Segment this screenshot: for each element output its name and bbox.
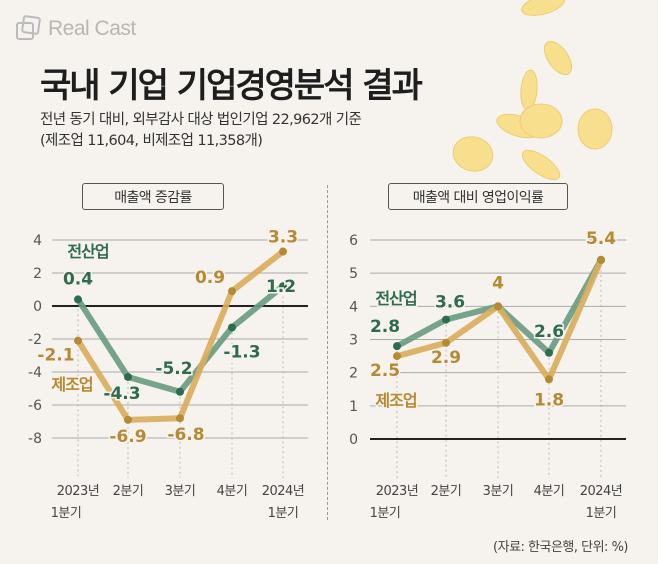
data-label: -4.3 [103,384,140,404]
data-label: 5.4 [586,229,616,249]
brand-name: Real Cast [48,17,136,40]
data-point [228,287,236,296]
chart-title-operating-margin: 매출액 대비 영업이익률 [388,183,568,210]
data-point [176,414,184,423]
data-label: 0.4 [63,269,93,289]
x-tick-label: 2023년 [57,484,100,499]
data-point [74,336,82,345]
logo-icon [16,15,41,40]
x-tick-label: 2분기 [113,484,144,499]
y-tick-label: 0 [33,299,42,315]
series-name-label: 전산업 [375,289,416,308]
data-point [228,323,236,332]
chart-title-sales-growth: 매출액 증감률 [82,183,224,210]
y-tick-label: 4 [33,233,42,249]
data-label: 1.2 [266,277,296,297]
y-tick-label: -4 [28,365,42,381]
x-tick-label: 1분기 [586,506,617,521]
data-label: 3.3 [268,228,298,248]
y-tick-label: 2 [33,266,42,282]
data-label: -2.1 [37,346,74,366]
y-tick-label: -6 [28,398,42,414]
data-point [597,255,605,264]
coins-decoration [452,0,613,181]
y-tick-label: 3 [349,333,358,349]
y-tick-label: 2 [349,366,358,382]
data-label: -1.3 [223,342,260,362]
x-tick-label: 3분기 [165,484,196,499]
data-point [176,387,184,396]
x-tick-label: 4분기 [217,484,248,499]
chart-divider [327,185,328,520]
y-tick-label: 0 [349,432,358,448]
y-tick-label: 1 [349,399,358,415]
y-tick-label: 5 [349,266,358,282]
x-tick-label: 2분기 [431,484,462,499]
data-point [393,342,401,351]
series-name-label: 전산업 [67,242,108,261]
coin-icon [543,40,573,76]
y-tick-label: -8 [28,431,42,447]
x-tick-label: 1분기 [370,506,401,521]
x-tick-label: 1분기 [51,506,82,521]
data-point [442,338,450,347]
x-tick-label: 2024년 [262,484,305,499]
data-point [393,352,401,361]
data-label: -5.2 [155,359,192,379]
data-label: 2.5 [370,361,400,381]
source-note: (자료: 한국은행, 단위: %) [493,540,628,555]
coin-icon [521,149,561,181]
data-label: 0.9 [195,268,225,288]
data-point [442,315,450,324]
page-title: 국내 기업 기업경영분석 결과 [40,66,423,106]
data-label: 2.9 [431,348,461,368]
series-name-label: 제조업 [375,391,416,410]
y-tick-label: 4 [349,299,358,315]
data-point [74,295,82,304]
data-point [279,247,287,256]
subtitle-line-1: 전년 동기 대비, 외부감사 대상 법인기업 22,962개 기준 [40,112,362,128]
x-tick-label: 3분기 [483,484,514,499]
coin-icon [519,103,563,139]
data-point [124,372,132,381]
data-point [124,415,132,424]
data-point [545,375,553,384]
x-tick-label: 4분기 [534,484,565,499]
series-name-label: 제조업 [51,375,92,394]
y-tick-label: -2 [28,332,42,348]
data-label: 2.8 [370,317,400,337]
y-tick-label: 6 [349,233,358,249]
data-label: 3.6 [435,293,465,313]
data-label: 1.8 [534,390,564,410]
coin-icon [521,0,565,16]
data-point [545,348,553,357]
coin-icon [577,108,613,150]
data-label: -6.8 [167,425,204,445]
data-point [279,282,287,291]
subtitle-line-2: (제조업 11,604, 비제조업 11,358개) [40,133,263,149]
data-label: 4 [492,273,504,293]
data-label: 2.6 [534,322,564,342]
x-tick-label: 1분기 [268,506,299,521]
x-tick-label: 2023년 [376,484,419,499]
brand-logo: Real Cast [14,14,136,44]
data-label: -6.9 [109,427,146,447]
coin-icon [452,136,494,172]
data-point [494,302,502,311]
x-tick-label: 2024년 [580,484,623,499]
